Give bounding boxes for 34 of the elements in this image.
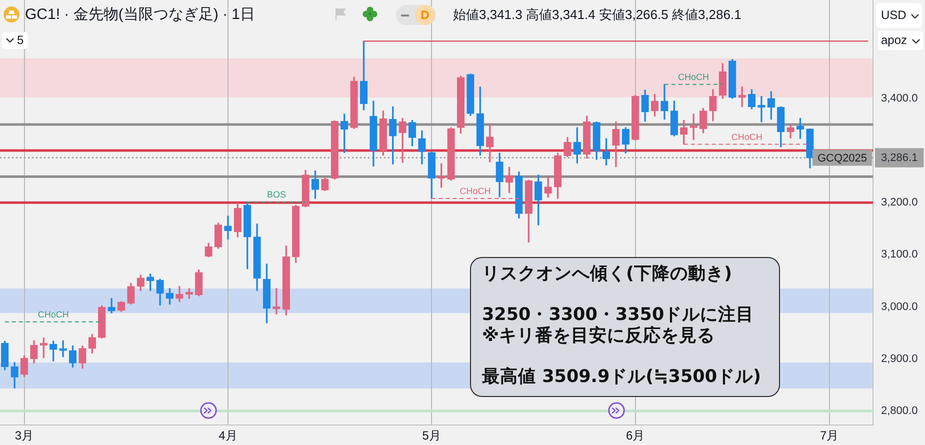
series-label: CHoCH (678, 72, 710, 82)
dropdown: apoz (878, 31, 923, 50)
x-tick-label: 3月 (14, 428, 34, 443)
status-pill: D (396, 5, 436, 25)
text: 始値3,341.3 高値3,341.4 安値3,266.5 終値3,286.1 (453, 6, 742, 24)
y-tick-label: 3,000.0 (881, 300, 918, 313)
chart-title: GC1! · 金先物(当限つなぎ足) · 1日 (25, 5, 256, 25)
y-tick-label: 3,286.1 (881, 152, 918, 164)
ref-line-label: GCQ2025 (817, 152, 867, 164)
x-tick-label: 6月 (626, 428, 645, 443)
x-tick-label: 7月 (820, 428, 839, 443)
candlestick (59, 340, 67, 358)
dropdown: USD (876, 3, 922, 28)
annotation: ※キリ番を目安に反応を見る (482, 326, 716, 346)
series-label: CHoCH (731, 132, 762, 142)
annotation: D (415, 5, 435, 25)
y-tick-label: 3,200.0 (881, 196, 918, 209)
x-tick-label: 5月 (422, 428, 441, 443)
y-axis-title: USD (881, 8, 906, 23)
y-tick-label: 3,400.0 (881, 92, 918, 104)
annotation: 3250・3300・3350ドルに注目 (482, 305, 756, 326)
series-label: CHoCH (460, 186, 491, 196)
y-tick-label: 3,100.0 (881, 248, 918, 261)
annotation: 最高値 3509.9ドル(≒3500ドル) (482, 366, 762, 387)
annotation: 5 (17, 33, 24, 48)
series-label: BOS (266, 190, 286, 200)
dropdown: 5 (2, 32, 28, 49)
y-tick-label: 2,900.0 (881, 352, 918, 365)
y-tick-label: 2,800.0 (881, 404, 918, 417)
candlestick (398, 118, 406, 163)
x-tick-label: 4月 (218, 428, 238, 443)
series-label: CHoCH (38, 309, 69, 320)
candlestick (224, 216, 232, 240)
annotation: リスクオンへ傾く(下降の動き) (482, 264, 733, 284)
